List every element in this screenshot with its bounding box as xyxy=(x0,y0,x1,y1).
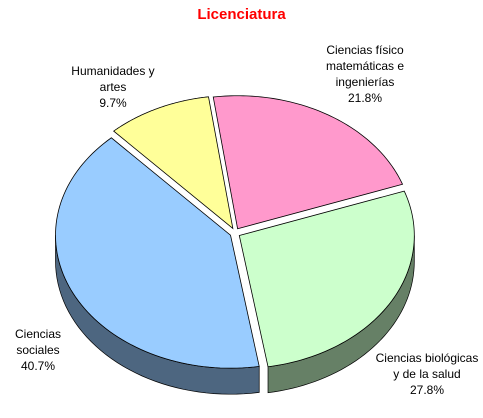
chart-title: Licenciatura xyxy=(197,6,286,23)
slice-label: Ciencias físico matemáticas e ingeniería… xyxy=(295,42,435,106)
slice-label: Ciencias biológicas y de la salud 27.8% xyxy=(372,350,482,398)
slice-label: Humanidades y artes 9.7% xyxy=(58,63,168,111)
slice-label: Ciencias sociales 40.7% xyxy=(0,326,76,374)
value-label: 27.8% xyxy=(409,383,445,397)
category-label: Humanidades y artes xyxy=(71,64,155,94)
value-label: 21.8% xyxy=(347,91,383,105)
slice xyxy=(238,190,415,368)
slice xyxy=(113,96,234,230)
slice xyxy=(55,137,260,369)
category-label: Ciencias biológicas y de la salud xyxy=(375,351,479,381)
category-label: Ciencias sociales xyxy=(14,327,62,357)
value-label: 9.7% xyxy=(99,96,127,110)
slice xyxy=(212,95,404,230)
category-label: Ciencias físico matemáticas e ingeniería… xyxy=(325,43,405,89)
value-label: 40.7% xyxy=(20,359,56,373)
